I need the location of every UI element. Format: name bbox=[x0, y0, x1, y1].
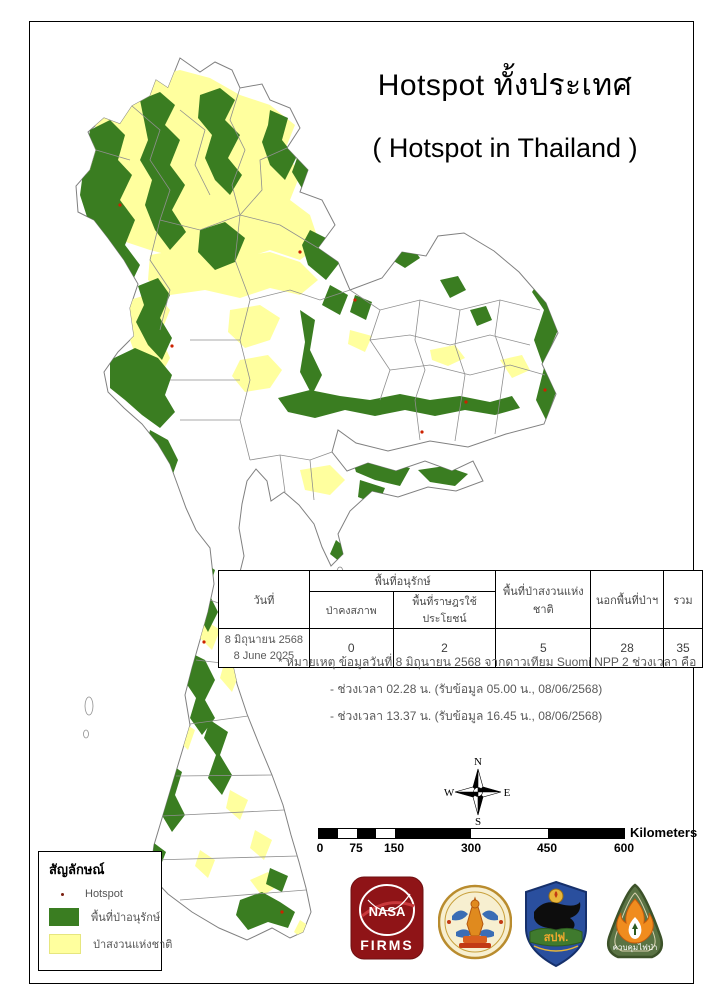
dnp-seal-logo bbox=[438, 884, 512, 960]
scale-label-450: 450 bbox=[536, 841, 558, 855]
page-title-thai: Hotspot ทั้งประเทศ bbox=[377, 69, 633, 102]
hotspot-statistics-table: วันที่ พื้นที่อนุรักษ์ พื้นที่ป่าสงวนแห่… bbox=[218, 570, 703, 668]
compass-rose: N S E W bbox=[444, 756, 511, 826]
cell-total-count: 35 bbox=[663, 628, 703, 668]
compass-west-label: W bbox=[444, 787, 455, 799]
legend-item-hotspot: Hotspot bbox=[49, 888, 123, 900]
tree-icon bbox=[632, 923, 638, 935]
compass-south-label: S bbox=[475, 816, 481, 826]
shield-text: สปฟ. bbox=[544, 931, 569, 944]
scale-label-75: 75 bbox=[349, 841, 363, 855]
legend-title: สัญลักษณ์ bbox=[49, 862, 105, 877]
fire-control-text: ควบคุมไฟป่า bbox=[613, 943, 658, 952]
page-border bbox=[29, 21, 694, 984]
page-title-english: ( Hotspot in Thailand ) bbox=[372, 133, 638, 163]
scale-label-150: 150 bbox=[383, 841, 405, 855]
data-source-notes: * หมายเหตุ ข้อมูลวันที่ 8 มิถุนายน 2568 … bbox=[278, 649, 696, 730]
legend-label-reserved: ป่าสงวนแห่งชาติ bbox=[93, 939, 173, 951]
cell-intact-count: 0 bbox=[308, 628, 394, 668]
hotspot-dot-icon bbox=[61, 892, 64, 896]
col-header-date: วันที่ bbox=[218, 570, 310, 629]
cell-people-use-count: 2 bbox=[392, 628, 497, 668]
seal-ornament bbox=[447, 896, 503, 948]
note-line-2: - ช่วงเวลา 02.28 น. (รับข้อมูล 05.00 น.,… bbox=[330, 682, 603, 696]
legend-label-hotspot: Hotspot bbox=[85, 888, 123, 900]
scale-label-600: 600 bbox=[613, 841, 635, 855]
col-header-national-reserved: พื้นที่ป่าสงวนแห่งชาติ bbox=[495, 570, 592, 629]
cell-reserved-count: 5 bbox=[495, 628, 592, 668]
fire-control-badge-logo: ควบคุมไฟป่า bbox=[607, 883, 663, 959]
firms-text: FIRMS bbox=[360, 937, 414, 953]
reserved-forest-swatch bbox=[49, 934, 81, 954]
scale-label-0: 0 bbox=[316, 841, 324, 855]
note-line-1: * หมายเหตุ ข้อมูลวันที่ 8 มิถุนายน 2568 … bbox=[278, 655, 697, 669]
legend-box: สัญลักษณ์ Hotspot พื้นที่ป่าอนุรักษ์ ป่า… bbox=[38, 851, 172, 971]
cell-outside-count: 28 bbox=[590, 628, 664, 668]
compass-north-label: N bbox=[474, 756, 482, 768]
col-header-conservation-group: พื้นที่อนุรักษ์ bbox=[308, 570, 497, 592]
col-header-total: รวม bbox=[663, 570, 703, 629]
date-thai: 8 มิถุนายน 2568 bbox=[224, 634, 304, 646]
conservation-forest-swatch bbox=[49, 908, 79, 926]
col-header-intact-forest: ป่าคงสภาพ bbox=[308, 591, 394, 629]
forest-fire-shield-logo: สปฟ. bbox=[525, 880, 587, 968]
legend-label-conservation: พื้นที่ป่าอนุรักษ์ bbox=[91, 912, 161, 924]
scale-unit-label: Kilometers bbox=[630, 825, 698, 840]
col-header-outside-forest: นอกพื้นที่ป่าฯ bbox=[590, 570, 664, 629]
title-block: Hotspot ทั้งประเทศ ( Hotspot in Thailand… bbox=[330, 62, 680, 164]
legend-item-reserved: ป่าสงวนแห่งชาติ bbox=[49, 934, 172, 954]
compass-east-label: E bbox=[504, 787, 511, 799]
date-english: 8 June 2025 bbox=[233, 650, 295, 662]
nasa-firms-logo: NASA FIRMS bbox=[350, 876, 424, 960]
scale-bar: 0 75 150 300 450 600 Kilometers bbox=[316, 825, 698, 858]
cell-date: 8 มิถุนายน 2568 8 June 2025 bbox=[218, 628, 310, 668]
scale-label-300: 300 bbox=[460, 841, 482, 855]
panther-silhouette bbox=[534, 902, 581, 932]
scale-bar-segments bbox=[318, 828, 625, 839]
legend-item-conservation: พื้นที่ป่าอนุรักษ์ bbox=[49, 908, 160, 926]
note-line-3: - ช่วงเวลา 13.37 น. (รับข้อมูล 16.45 น.,… bbox=[330, 709, 603, 723]
col-header-people-use: พื้นที่ราษฎรใช้ประโยชน์ bbox=[392, 591, 497, 629]
